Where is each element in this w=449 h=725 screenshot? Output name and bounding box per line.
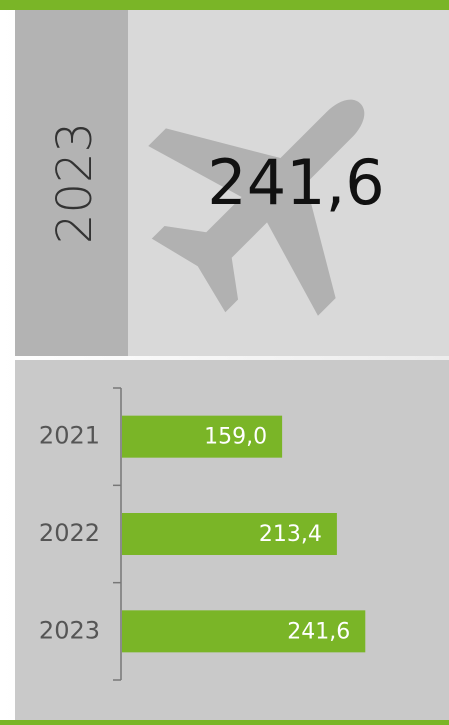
category-label: 2023 bbox=[39, 616, 100, 644]
bar bbox=[122, 610, 366, 653]
value-label: 213,4 bbox=[259, 522, 322, 547]
year-label: 2023 bbox=[47, 122, 103, 244]
category-label: 2021 bbox=[39, 422, 100, 450]
top-accent bbox=[0, 0, 449, 10]
value-label: 159,0 bbox=[204, 425, 267, 450]
plane-icon bbox=[148, 99, 365, 316]
value-label: 241,6 bbox=[287, 619, 350, 644]
year-column bbox=[15, 10, 128, 356]
bar bbox=[122, 415, 283, 458]
bottom-accent bbox=[0, 720, 449, 725]
headline-value: 241,6 bbox=[207, 146, 385, 219]
bar-chart: 2021 159,0 2022 213,4 2023 241,6 bbox=[39, 387, 366, 681]
bar bbox=[122, 513, 337, 555]
category-label: 2022 bbox=[39, 519, 100, 547]
